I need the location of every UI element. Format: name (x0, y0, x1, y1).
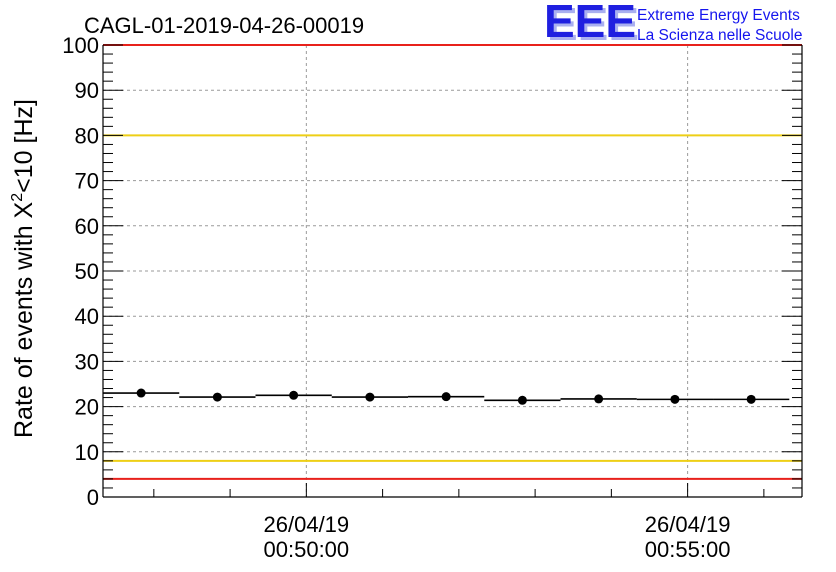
y-tick-label: 80 (75, 123, 99, 148)
logo-line-1: Extreme Energy Events (637, 7, 800, 24)
data-series (103, 388, 790, 405)
y-tick-label: 20 (75, 395, 99, 420)
y-tick-label: 60 (75, 214, 99, 239)
y-tick-label: 10 (75, 440, 99, 465)
eee-logo: EEE EEE Extreme Energy Events La Scienza… (544, 0, 802, 50)
y-tick-label: 30 (75, 349, 99, 374)
logo-line-2: La Scienza nelle Scuole (637, 27, 802, 44)
y-tick-label: 0 (87, 485, 99, 510)
y-tick-label: 50 (75, 259, 99, 284)
chart-title: CAGL-01-2019-04-26-00019 (84, 13, 364, 38)
y-axis-label: Rate of events with X2<10 [Hz] (9, 99, 38, 438)
axes (102, 44, 803, 498)
y-axis-label-main: Rate of events with X (10, 201, 38, 438)
grid (103, 45, 802, 497)
tick-labels: 010203040506070809010026/04/1900:50:0026… (62, 33, 730, 562)
y-tick-label: 40 (75, 304, 99, 329)
y-tick-label: 70 (75, 169, 99, 194)
data-point (441, 392, 451, 402)
data-point (212, 392, 222, 402)
y-axis-label-sup: 2 (9, 193, 26, 202)
x-tick-label-time: 00:55:00 (645, 537, 731, 562)
data-point (289, 390, 299, 400)
x-tick-label-time: 00:50:00 (264, 537, 350, 562)
logo-shadow: EEE (547, 0, 639, 50)
y-tick-label: 90 (75, 78, 99, 103)
data-point (746, 394, 756, 404)
x-tick-label-date: 26/04/19 (645, 512, 731, 537)
data-point (517, 395, 527, 405)
y-tick-label: 100 (62, 33, 99, 58)
data-point (594, 394, 604, 404)
data-point (365, 392, 375, 402)
y-axis-label-tail: <10 [Hz] (10, 99, 38, 193)
logo-mark: EEE (544, 0, 636, 47)
data-point (136, 388, 146, 398)
reference-lines (103, 44, 802, 480)
data-point (670, 394, 680, 404)
x-tick-label-date: 26/04/19 (264, 512, 350, 537)
